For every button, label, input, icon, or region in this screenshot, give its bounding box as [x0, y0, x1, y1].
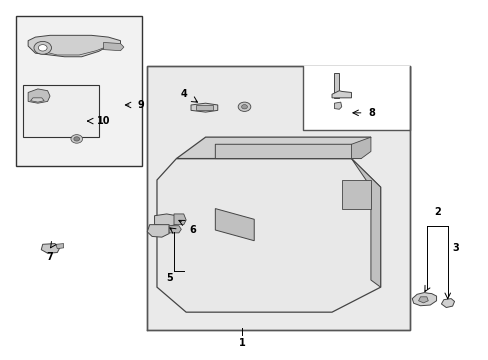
Text: 2: 2: [433, 207, 440, 217]
Text: 5: 5: [165, 273, 172, 283]
Text: 4: 4: [180, 89, 187, 99]
Circle shape: [71, 135, 82, 143]
Polygon shape: [331, 91, 351, 98]
Polygon shape: [28, 35, 120, 57]
Polygon shape: [418, 297, 427, 303]
Polygon shape: [174, 214, 186, 225]
Text: 3: 3: [452, 243, 458, 253]
Circle shape: [38, 45, 47, 51]
Bar: [23, 85, 99, 137]
Polygon shape: [215, 144, 361, 158]
Polygon shape: [157, 158, 380, 312]
Bar: [16, 16, 142, 166]
Text: 6: 6: [189, 225, 196, 235]
Polygon shape: [28, 89, 50, 103]
Polygon shape: [334, 102, 341, 109]
Text: 8: 8: [367, 108, 375, 118]
Polygon shape: [191, 103, 217, 112]
Circle shape: [238, 102, 250, 111]
Polygon shape: [41, 244, 60, 253]
Text: 7: 7: [46, 252, 53, 262]
Polygon shape: [147, 225, 169, 237]
Circle shape: [34, 41, 51, 54]
Polygon shape: [176, 137, 370, 158]
Bar: [147, 66, 409, 330]
Polygon shape: [169, 226, 181, 233]
Polygon shape: [30, 98, 44, 102]
Polygon shape: [441, 298, 454, 307]
Text: 9: 9: [137, 100, 143, 110]
Polygon shape: [351, 158, 380, 287]
Polygon shape: [215, 208, 254, 241]
Polygon shape: [341, 180, 370, 208]
Polygon shape: [411, 293, 436, 306]
Polygon shape: [196, 105, 212, 110]
Circle shape: [74, 137, 80, 141]
Polygon shape: [334, 73, 339, 98]
Circle shape: [241, 105, 247, 109]
Polygon shape: [56, 244, 63, 249]
Bar: [302, 66, 409, 130]
Polygon shape: [351, 137, 370, 158]
Text: 1: 1: [238, 338, 245, 347]
Polygon shape: [103, 42, 123, 51]
Polygon shape: [154, 214, 176, 226]
Text: 10: 10: [97, 116, 110, 126]
